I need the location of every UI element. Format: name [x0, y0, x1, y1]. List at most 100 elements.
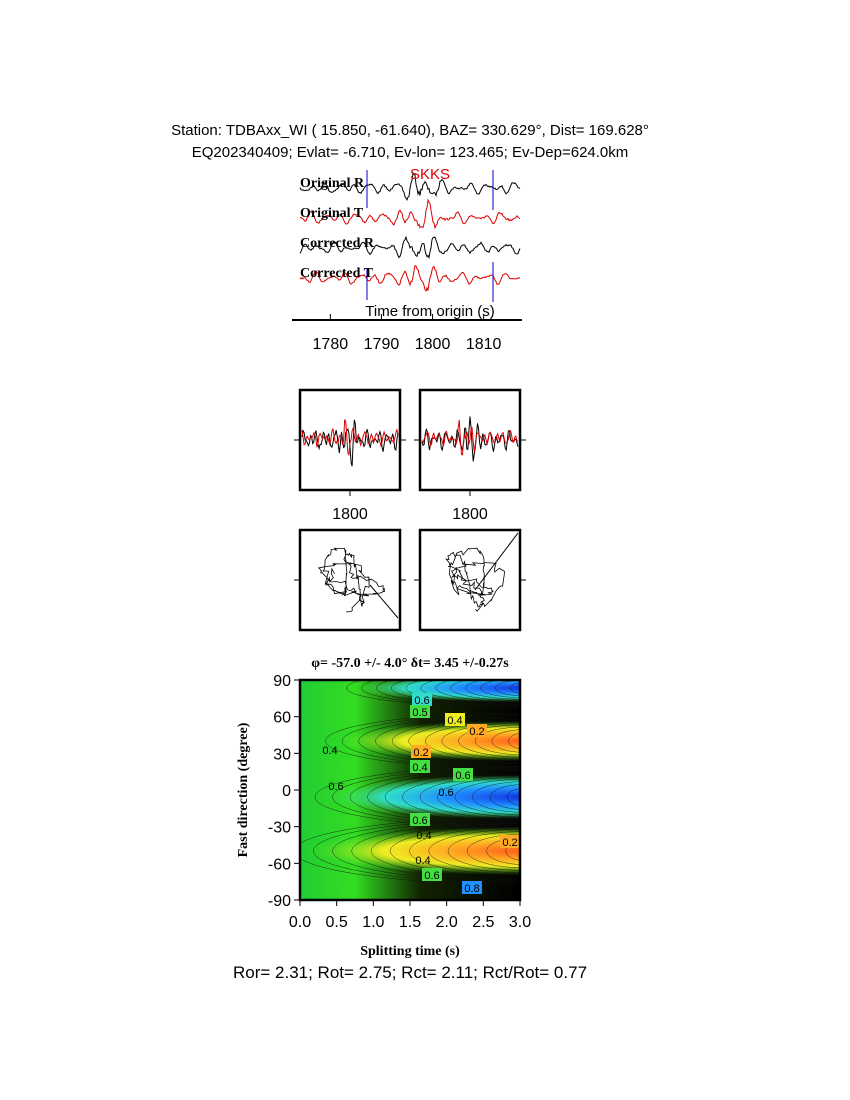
contour-line: [425, 720, 520, 762]
contour-line: [405, 680, 520, 705]
y-tick-label: 60: [273, 710, 291, 727]
y-tick-label: -60: [268, 856, 291, 873]
y-tick-label: 0: [282, 783, 291, 800]
contour-line: [391, 717, 520, 765]
contour-label-box: [410, 813, 430, 826]
x-tick-label: 3.0: [509, 914, 531, 931]
contour-line: [370, 823, 520, 879]
contour-line: [474, 726, 520, 756]
contour-label: 0.2: [469, 726, 484, 738]
contour-line: [376, 680, 520, 707]
phase-label: SKKS: [410, 166, 450, 183]
contour-line: [437, 776, 520, 818]
footer: Ror= 2.31; Rot= 2.75; Rct= 2.11; Rct/Rot…: [233, 963, 587, 982]
contour-fill: [325, 775, 520, 819]
contour-line: [420, 680, 520, 704]
contour-line: [409, 827, 520, 875]
contour-line: [408, 719, 520, 763]
contour-line: [341, 713, 520, 769]
trace: [421, 419, 519, 456]
contour-label: 0.4: [412, 762, 427, 774]
trace: [301, 419, 399, 456]
event-line: EQ202340409; Evlat= -6.710, Ev-lon= 123.…: [192, 144, 629, 161]
contour-line: [332, 767, 520, 827]
contour-label: 0.6: [414, 695, 429, 707]
contour-line: [467, 834, 520, 868]
contour-line: [447, 831, 520, 871]
x-axis-title: Splitting time (s): [360, 944, 460, 959]
contour-line: [346, 680, 520, 708]
contour-map: 0.60.50.40.20.4 0.20.40.60.6 0.60.60.40.20…: [300, 680, 520, 900]
x-tick-label: 2.0: [436, 914, 458, 931]
trace: [299, 171, 521, 201]
contour-line: [507, 788, 520, 806]
contour-label: 0.8: [464, 883, 479, 895]
contour-line: [495, 680, 520, 697]
particle-motion: [317, 547, 385, 613]
contour-line: [325, 712, 520, 770]
y-tick-label: -90: [268, 893, 291, 910]
x-axis-title: Time from origin (s): [365, 303, 494, 320]
contour-line: [480, 680, 520, 698]
contour-line: [419, 775, 520, 819]
contour-line: [508, 733, 520, 749]
trace-label: Original T: [300, 206, 364, 221]
contour-line: [509, 682, 520, 694]
trace: [299, 198, 521, 230]
contour-line: [384, 771, 520, 823]
station-line: Station: TDBAxx_WI ( 15.850, -61.640), B…: [171, 122, 649, 139]
y-tick-label: 90: [273, 673, 291, 690]
trace: [421, 416, 519, 462]
y-tick-label: -30: [268, 820, 291, 837]
contour-label-box: [500, 835, 520, 848]
contour-line: [489, 784, 520, 810]
contour-label-box: [411, 745, 431, 758]
contour-line: [458, 724, 520, 758]
contour-label-box: [445, 713, 465, 726]
contour-label: 0.6: [438, 787, 453, 799]
contour-label: 0.6: [412, 815, 427, 827]
contour-label: 0.6: [328, 781, 343, 793]
contour-label: 0.5: [412, 707, 427, 719]
contour-line: [435, 680, 520, 703]
x-tick-label: 1800: [332, 506, 368, 523]
contour-line: [428, 829, 520, 873]
contour-label-box: [410, 705, 430, 718]
contour-label: 0.2: [502, 837, 517, 849]
contour-line: [472, 781, 520, 813]
contour-label: 0.2: [413, 747, 428, 759]
contour-label: 0.4: [447, 715, 462, 727]
contour-label: 0.4: [322, 745, 337, 757]
contour-line: [486, 837, 520, 865]
contour-label-box: [422, 868, 442, 881]
particle-motion: [445, 547, 505, 612]
contour-line: [361, 680, 520, 708]
contour-line: [351, 821, 520, 881]
x-tick-label: 1790: [364, 336, 400, 353]
x-tick-label: 1810: [466, 336, 502, 353]
contour-line: [332, 820, 520, 882]
contour-line: [402, 773, 520, 821]
contour-line: [349, 768, 520, 826]
contour-line: [358, 715, 520, 767]
contour-label-box: [462, 881, 482, 894]
contour-line: [367, 770, 520, 824]
x-tick-label: 0.5: [326, 914, 348, 931]
contour-line: [390, 680, 520, 706]
contour-line: [465, 680, 520, 700]
contour-label: 0.6: [455, 770, 470, 782]
contour-label-box: [412, 693, 432, 706]
trace-label: Original R: [300, 176, 365, 191]
contour-line: [454, 779, 520, 815]
contour-label-box: [467, 724, 487, 737]
contour-line: [313, 818, 520, 884]
particle-motion: [369, 584, 399, 619]
x-tick-label: 1.5: [399, 914, 421, 931]
contour-line: [450, 680, 520, 701]
contour-line: [314, 765, 520, 829]
panel-title: φ= -57.0 +/- 4.0° δt= 3.45 +/-0.27s: [311, 656, 509, 671]
contour-label-box: [410, 760, 430, 773]
x-tick-label: 2.5: [472, 914, 494, 931]
contour-line: [441, 722, 520, 760]
